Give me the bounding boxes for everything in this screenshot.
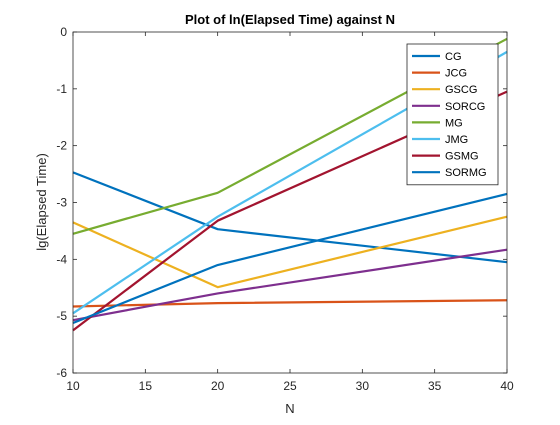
y-tick-label: -6 <box>56 366 67 380</box>
legend-label: GSMG <box>445 151 479 163</box>
y-tick-label: -3 <box>56 196 67 210</box>
series-line-jcg <box>72 299 508 308</box>
legend: CG JCG GSCG SORCG MG JMG GSMG SORMG <box>406 43 499 186</box>
x-axis-label: N <box>285 401 294 416</box>
series-line-gscg <box>72 215 508 289</box>
y-axis-label: lg(Elapsed Time) <box>34 153 49 251</box>
x-tick-label: 25 <box>283 379 297 393</box>
legend-label: GSCG <box>445 84 477 96</box>
x-axis: 10 15 20 25 30 35 40 <box>66 32 514 393</box>
y-tick-label: 0 <box>60 25 67 39</box>
series-line-sorcg <box>72 248 508 322</box>
x-tick-label: 20 <box>211 379 225 393</box>
legend-label: JMG <box>445 134 468 146</box>
legend-label: SORMG <box>445 167 487 179</box>
x-tick-label: 35 <box>428 379 442 393</box>
series-line-sormg <box>72 192 508 325</box>
legend-label: SORCG <box>445 101 485 113</box>
legend-label: MG <box>445 117 463 129</box>
y-tick-label: -5 <box>56 309 67 323</box>
x-tick-label: 40 <box>500 379 514 393</box>
legend-box <box>406 43 499 186</box>
x-tick-label: 10 <box>66 379 80 393</box>
legend-label: JCG <box>445 68 467 80</box>
legend-label: CG <box>445 51 462 63</box>
chart-title: Plot of ln(Elapsed Time) against N <box>185 12 395 27</box>
x-tick-label: 15 <box>139 379 153 393</box>
series-line-cg <box>72 171 508 264</box>
y-axis: -6 -5 -4 -3 -2 -1 0 <box>56 25 507 380</box>
y-tick-label: -2 <box>56 139 67 153</box>
y-tick-label: -4 <box>56 252 67 266</box>
x-tick-label: 30 <box>356 379 370 393</box>
y-tick-label: -1 <box>56 82 67 96</box>
